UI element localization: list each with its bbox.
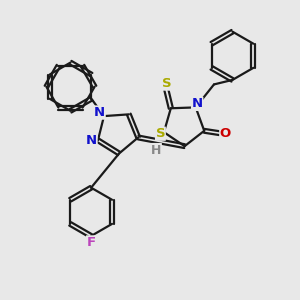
Text: N: N bbox=[94, 106, 105, 119]
Text: S: S bbox=[162, 77, 171, 90]
Text: F: F bbox=[86, 236, 96, 249]
Text: N: N bbox=[86, 134, 97, 147]
Text: O: O bbox=[220, 127, 231, 140]
Text: N: N bbox=[192, 98, 203, 110]
Text: S: S bbox=[156, 127, 165, 140]
Text: H: H bbox=[151, 144, 161, 157]
